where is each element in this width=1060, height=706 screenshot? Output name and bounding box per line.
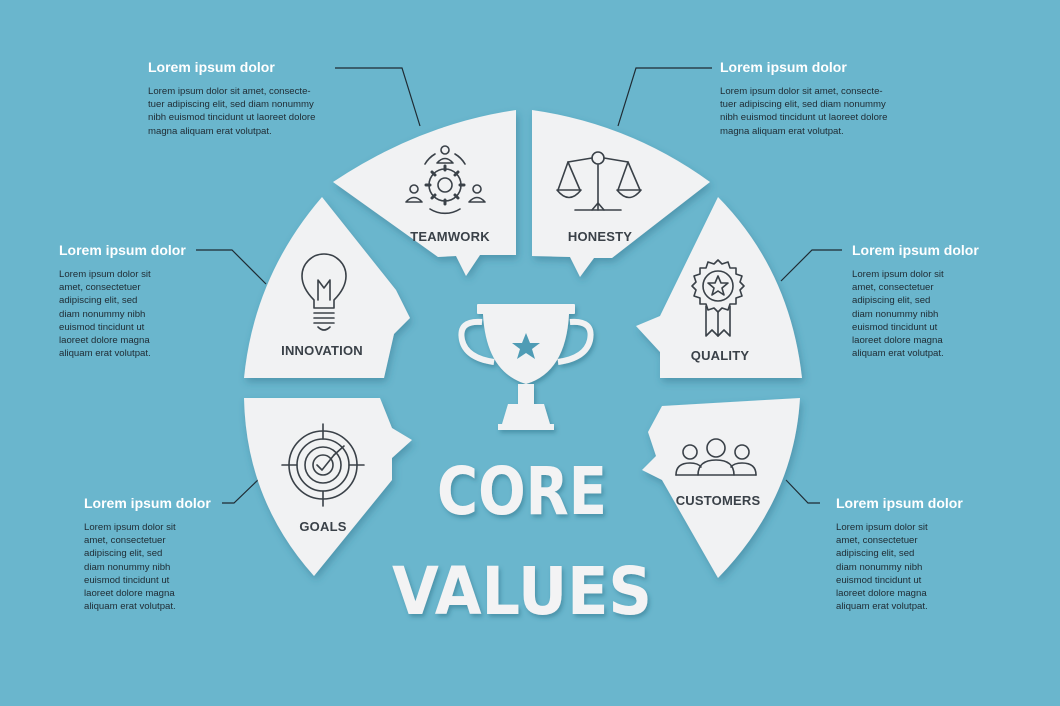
trophy-star (512, 333, 540, 359)
segment-customers (642, 398, 800, 578)
segment-goals (244, 398, 412, 576)
segments (244, 110, 802, 578)
segment-label-customers: CUSTOMERS (676, 493, 761, 508)
callout-customers: Lorem ipsum dolor Lorem ipsum dolor sit … (836, 495, 976, 613)
trophy-icon (458, 304, 594, 430)
callout-body: Lorem ipsum dolor sit amet, consectetuer… (84, 522, 176, 613)
award-ribbon-icon (691, 259, 745, 337)
callout-body: Lorem ipsum dolor sit amet, consectetuer… (852, 269, 944, 360)
connector-quality (780, 249, 842, 282)
connector-lines (196, 67, 842, 504)
callout-teamwork: Lorem ipsum dolor Lorem ipsum dolor sit … (148, 59, 348, 138)
callout-heading: Lorem ipsum dolor (84, 495, 211, 511)
segment-quality (636, 197, 802, 378)
connector-customers (785, 479, 820, 504)
callout-body: Lorem ipsum dolor sit amet, consectetuer… (836, 522, 928, 613)
callout-quality: Lorem ipsum dolor Lorem ipsum dolor sit … (852, 242, 992, 360)
segment-label-goals: GOALS (299, 519, 346, 534)
segment-label-honesty: HONESTY (568, 229, 632, 244)
segment-teamwork (333, 110, 516, 276)
title-line-values: VALUES (392, 553, 652, 630)
segment-label-innovation: INNOVATION (281, 343, 363, 358)
callout-heading: Lorem ipsum dolor (852, 242, 979, 258)
callout-body: Lorem ipsum dolor sit amet, consectetuer… (59, 269, 151, 360)
connector-honesty (617, 67, 712, 127)
title-line-core: CORE (437, 453, 607, 530)
people-group-icon (675, 438, 757, 476)
team-gear-icon (405, 145, 486, 215)
scales-icon (556, 151, 642, 211)
connector-teamwork (335, 67, 421, 127)
target-icon (281, 423, 365, 507)
callout-honesty: Lorem ipsum dolor Lorem ipsum dolor sit … (720, 59, 920, 138)
callout-body: Lorem ipsum dolor sit amet, consecte- tu… (720, 86, 888, 137)
callout-heading: Lorem ipsum dolor (720, 59, 847, 75)
callout-innovation: Lorem ipsum dolor Lorem ipsum dolor sit … (59, 242, 199, 360)
segment-label-quality: QUALITY (691, 348, 750, 363)
segment-innovation (244, 197, 410, 378)
callout-goals: Lorem ipsum dolor Lorem ipsum dolor sit … (84, 495, 224, 613)
callout-heading: Lorem ipsum dolor (59, 242, 186, 258)
callout-body: Lorem ipsum dolor sit amet, consecte- tu… (148, 86, 316, 137)
callout-heading: Lorem ipsum dolor (836, 495, 963, 511)
connector-goals (222, 477, 261, 504)
lightbulb-icon (301, 253, 347, 331)
callout-heading: Lorem ipsum dolor (148, 59, 275, 75)
segment-label-teamwork: TEAMWORK (410, 229, 490, 244)
connector-innovation (196, 249, 267, 285)
